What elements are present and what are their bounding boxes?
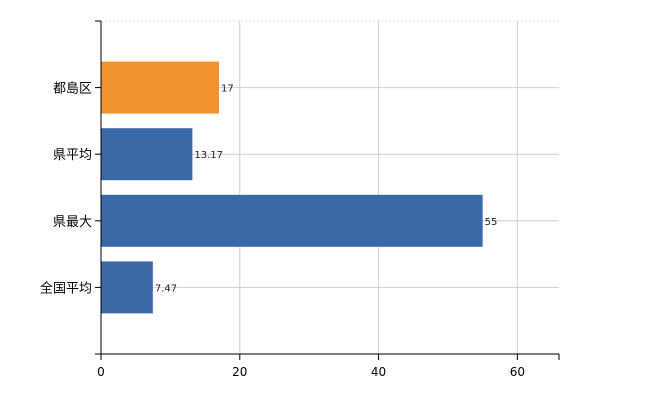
x-tick-label: 0 xyxy=(97,365,105,379)
x-tick-label: 60 xyxy=(510,365,525,379)
x-tick-label: 40 xyxy=(371,365,386,379)
bar xyxy=(101,61,219,114)
bars-layer xyxy=(101,61,483,314)
bar xyxy=(101,261,153,314)
data-label: 55 xyxy=(485,217,498,228)
y-tick-label: 県平均 xyxy=(53,148,92,163)
bar xyxy=(101,128,193,181)
data-label: 17 xyxy=(221,84,234,95)
data-label: 7.47 xyxy=(155,283,177,294)
bar xyxy=(101,194,483,247)
x-tick-label: 20 xyxy=(232,365,247,379)
y-tick-label: 都島区 xyxy=(53,82,92,97)
y-tick-label: 県最大 xyxy=(53,215,92,230)
data-label: 13.17 xyxy=(194,150,223,161)
axes-layer xyxy=(95,20,560,360)
y-tick-label: 全国平均 xyxy=(40,280,92,296)
